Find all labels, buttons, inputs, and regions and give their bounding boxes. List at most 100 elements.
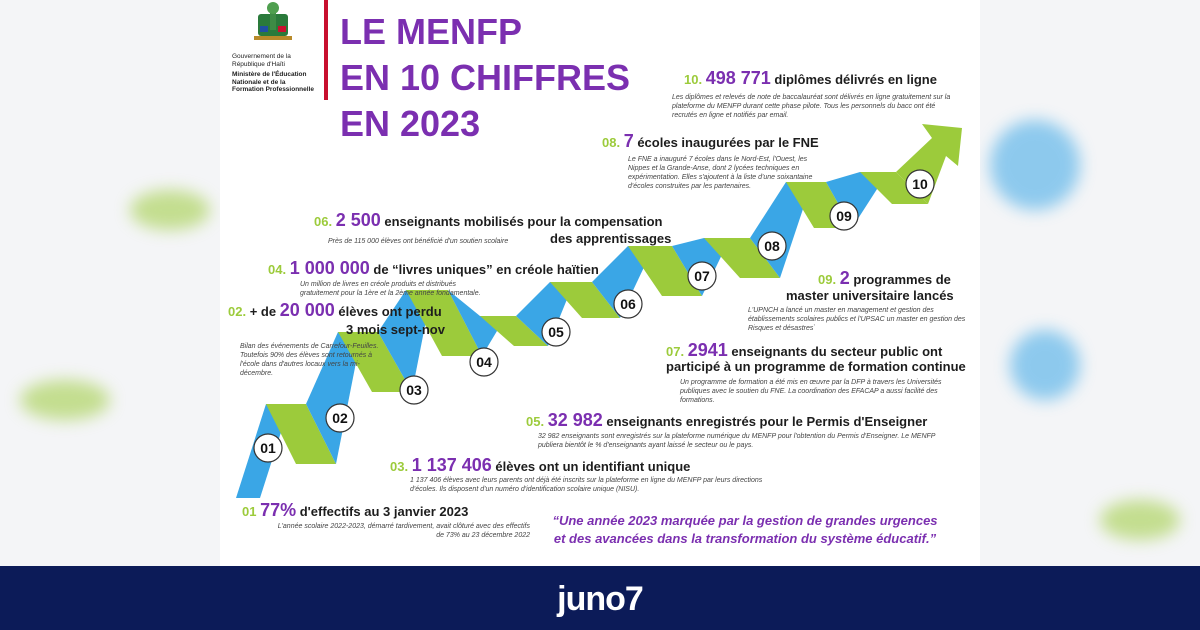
stair-label-07: 07 <box>694 268 710 284</box>
staircase-ribbon: 01 02 03 04 05 06 07 08 09 10 <box>236 124 962 498</box>
item-10-text: diplômes délivrés en ligne <box>770 72 937 87</box>
item-03-number: 03. <box>390 459 409 474</box>
ribbon-seg-11 <box>592 246 654 318</box>
item-06-text-line2: des apprentissages <box>550 231 672 246</box>
stair-label-06: 06 <box>620 296 636 312</box>
step-marker-10 <box>905 169 935 199</box>
quote-line1: “Une année 2023 marquée par la gestion d… <box>552 513 938 528</box>
ribbon-seg-14 <box>704 238 780 278</box>
item-07-figure: 2941 <box>687 340 728 360</box>
ribbon-seg-18 <box>860 172 928 204</box>
item-01-heading: 01 77% d'effectifs au 3 janvier 2023 <box>242 500 468 521</box>
item-07-text-line2: participé à un programme de formation co… <box>666 359 966 374</box>
closing-quote: “Une année 2023 marquée par la gestion d… <box>520 512 970 548</box>
title-line1: LE MENFP <box>340 11 523 52</box>
item-10-number: 10. <box>684 72 703 87</box>
item-05-number: 05. <box>526 414 545 429</box>
item-07-number: 07. <box>666 344 685 359</box>
item-02-text-line2: 3 mois sept-nov <box>346 322 445 337</box>
item-05-text: enseignants enregistrés pour le Permis d… <box>602 414 928 429</box>
item-02-number: 02. <box>228 304 247 319</box>
step-marker-6 <box>613 289 643 319</box>
step-marker-3 <box>399 375 429 405</box>
quote-line2: et des avancées dans la transformation d… <box>553 531 937 546</box>
item-04-heading: 04. 1 000 000 de “livres uniques” en cré… <box>268 258 599 279</box>
item-06-number: 06. <box>314 214 333 229</box>
ribbon-seg-17 <box>826 172 888 228</box>
stair-label-10: 10 <box>912 176 928 192</box>
item-08-heading: 08. 7 écoles inaugurées par le FNE <box>602 131 819 152</box>
ribbon-seg-8 <box>480 316 548 346</box>
ribbon-seg-4 <box>338 332 412 392</box>
ribbon-seg-9 <box>516 282 574 346</box>
background-left <box>0 0 220 566</box>
title-line3: EN 2023 <box>340 103 481 144</box>
item-03-figure: 1 137 406 <box>411 455 492 475</box>
item-07-description: Un programme de formation a été mis en œ… <box>680 379 942 404</box>
item-02-figure: 20 000 <box>279 300 335 320</box>
item-02-heading: 02. + de 20 000 élèves ont perdu <box>228 300 442 321</box>
ministry-line3: Formation Professionnelle <box>232 86 314 93</box>
item-10-heading: 10. 498 771 diplômes délivrés en ligne <box>684 68 937 89</box>
item-09-text-line2: master universitaire lancés <box>786 288 954 303</box>
coat-of-arms-icon <box>254 2 292 40</box>
item-02-text: élèves ont perdu <box>334 304 442 319</box>
item-09-description: L'UPNCH a lancé un master en management … <box>748 307 966 332</box>
item-06-description: Près de 115 000 élèves ont bénéficié d'u… <box>328 238 509 245</box>
item-05-description: 32 982 enseignants sont enregistrés sur … <box>538 433 936 449</box>
footer-bar: juno7 <box>0 566 1200 630</box>
item-01-number: 01 <box>242 504 257 519</box>
item-01-description: L'année scolaire 2022-2023, démarré tard… <box>277 523 530 539</box>
stair-label-08: 08 <box>764 238 780 254</box>
ribbon-seg-6 <box>406 290 482 356</box>
item-08-figure: 7 <box>623 131 634 151</box>
ribbon-seg-12 <box>628 246 702 296</box>
item-05-heading: 05. 32 982 enseignants enregistrés pour … <box>526 410 927 431</box>
item-06-text: enseignants mobilisés pour la compensati… <box>380 214 663 229</box>
item-08-description: Le FNE a inauguré 7 écoles dans le Nord-… <box>628 156 813 190</box>
step-marker-7 <box>687 261 717 291</box>
infographic-poster: Gouvernement de la République d'Haïti Mi… <box>220 0 980 566</box>
ribbon-seg-3 <box>306 332 362 464</box>
ministry-line2: Nationale et de la <box>232 78 286 86</box>
ribbon-seg-10 <box>550 282 620 318</box>
item-09-heading: 09. 2 programmes de <box>818 268 951 289</box>
background-right <box>980 0 1200 566</box>
item-02-description: Bilan des événements de Carrefour-Feuill… <box>240 343 379 377</box>
item-04-description: Un million de livres en créole produits … <box>300 281 481 297</box>
step-marker-8 <box>757 231 787 261</box>
ministry-line1: Ministère de l'Éducation <box>232 71 307 78</box>
item-03-heading: 03. 1 137 406 élèves ont un identifiant … <box>390 455 690 476</box>
ribbon-seg-7 <box>448 290 506 356</box>
item-05-figure: 32 982 <box>547 410 603 430</box>
item-07-text: enseignants du secteur public ont <box>727 344 943 359</box>
item-04-number: 04. <box>268 262 287 277</box>
ribbon-seg-2 <box>266 404 336 464</box>
item-06-heading: 06. 2 500 enseignants mobilisés pour la … <box>314 210 662 231</box>
item-07-heading: 07. 2941 enseignants du secteur public o… <box>666 340 942 361</box>
item-08-number: 08. <box>602 135 621 150</box>
ribbon-seg-5 <box>378 290 432 392</box>
item-09-text: programmes de <box>849 272 951 287</box>
step-marker-1 <box>253 433 283 463</box>
item-01-figure: 77% <box>260 500 297 520</box>
item-04-figure: 1 000 000 <box>289 258 370 278</box>
item-04-text: de “livres uniques” en créole haïtien <box>369 262 599 277</box>
gov-line2: République d'Haïti <box>232 60 285 68</box>
stair-label-03: 03 <box>406 382 422 398</box>
stair-label-05: 05 <box>548 324 564 340</box>
title-line2: EN 10 CHIFFRES <box>340 57 631 98</box>
step-marker-2 <box>325 403 355 433</box>
stair-label-04: 04 <box>476 354 492 370</box>
stair-label-01: 01 <box>260 440 276 456</box>
item-08-text: écoles inaugurées par le FNE <box>633 135 819 150</box>
step-markers <box>253 169 935 463</box>
juno7-logo[interactable]: juno7 <box>557 580 644 618</box>
item-10-figure: 498 771 <box>705 68 771 88</box>
item-03-description: 1 137 406 élèves avec leurs parents ont … <box>410 477 763 493</box>
item-03-text: élèves ont un identifiant unique <box>491 459 691 474</box>
item-09-number: 09. <box>818 272 837 287</box>
gov-line1: Gouvernement de la <box>232 53 291 60</box>
item-10-description: Les diplômes et relevés de note de bacca… <box>672 94 951 119</box>
stair-label-02: 02 <box>332 410 348 426</box>
